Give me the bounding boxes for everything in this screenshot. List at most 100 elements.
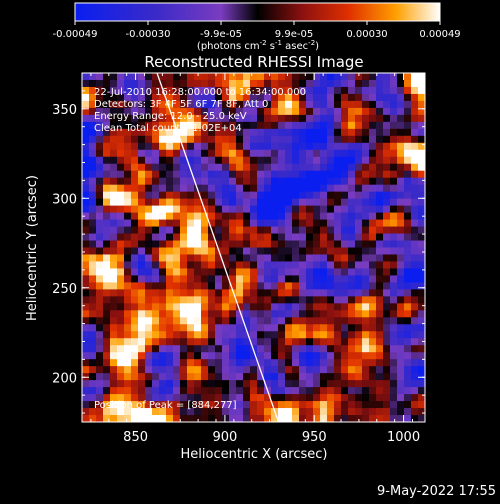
heatmap-cell <box>264 184 272 193</box>
heatmap-cell <box>89 128 97 137</box>
heatmap-cell <box>173 268 181 277</box>
heatmap-cell <box>117 338 125 346</box>
heatmap-cell <box>362 100 370 109</box>
heatmap-cell <box>117 296 125 304</box>
heatmap-cell <box>271 135 279 144</box>
heatmap-cell <box>131 233 139 242</box>
colorbar-tick-label: -9.9e-05 <box>200 29 242 40</box>
heatmap-cell <box>278 170 286 179</box>
heatmap-cell <box>229 79 237 88</box>
heatmap-cell <box>376 331 384 339</box>
heatmap-cell <box>264 303 272 311</box>
heatmap-cell <box>187 345 195 353</box>
heatmap-cell <box>159 254 167 263</box>
heatmap-cell <box>285 121 293 130</box>
heatmap-cell <box>355 345 363 353</box>
heatmap-cell <box>327 268 335 277</box>
heatmap-cell <box>334 163 342 172</box>
heatmap-cell <box>201 128 209 137</box>
heatmap-cell <box>173 198 181 207</box>
heatmap-cell <box>320 324 328 332</box>
heatmap-cell <box>369 73 377 81</box>
heatmap-cell <box>229 296 237 304</box>
heatmap-cell <box>124 93 132 102</box>
heatmap-cell <box>257 79 265 88</box>
heatmap-cell <box>159 345 167 353</box>
heatmap-cell <box>236 177 244 186</box>
heatmap-cell <box>271 282 279 290</box>
heatmap-cell <box>187 86 195 95</box>
heatmap-cell <box>264 205 272 214</box>
heatmap-cell <box>187 198 195 207</box>
heatmap-cell <box>397 170 405 179</box>
heatmap-cell <box>180 373 188 381</box>
heatmap-cell <box>285 275 293 283</box>
heatmap-cell <box>278 401 286 409</box>
heatmap-cell <box>285 86 293 95</box>
heatmap-cell <box>131 275 139 283</box>
heatmap-cell <box>397 338 405 346</box>
heatmap-cell <box>110 149 118 158</box>
heatmap-cell <box>369 212 377 221</box>
heatmap-cell <box>236 317 244 325</box>
annotation-time: 22-Jul-2010 16:28:00.000 to 16:34:00.000 <box>94 87 306 98</box>
heatmap-cell <box>348 240 356 249</box>
heatmap-cell <box>138 387 146 395</box>
heatmap-cell <box>131 100 139 109</box>
heatmap-cell <box>236 184 244 193</box>
heatmap-cell <box>271 296 279 304</box>
heatmap-cell <box>299 163 307 172</box>
heatmap-cell <box>187 394 195 402</box>
heatmap-cell <box>264 401 272 409</box>
heatmap-cell <box>166 177 174 186</box>
heatmap-cell <box>96 338 104 346</box>
heatmap-cell <box>271 303 279 311</box>
heatmap-cell <box>313 345 321 353</box>
heatmap-cell <box>327 233 335 242</box>
heatmap-cell <box>257 338 265 346</box>
heatmap-cell <box>159 310 167 318</box>
heatmap-cell <box>215 121 223 130</box>
heatmap-cell <box>376 121 384 130</box>
heatmap-cell <box>390 156 398 165</box>
heatmap-cell <box>173 240 181 249</box>
heatmap-cell <box>299 289 307 297</box>
heatmap-cell <box>257 205 265 214</box>
heatmap-cell <box>383 219 391 228</box>
heatmap-cell <box>390 352 398 360</box>
heatmap-cell <box>348 345 356 353</box>
heatmap-cell <box>166 275 174 283</box>
heatmap-cell <box>397 86 405 95</box>
y-tick-label: 350 <box>52 103 77 118</box>
heatmap-cell <box>173 324 181 332</box>
heatmap-cell <box>124 359 132 367</box>
heatmap-cell <box>418 366 425 374</box>
heatmap-cell <box>236 387 244 395</box>
heatmap-cell <box>313 282 321 290</box>
heatmap-cell <box>173 282 181 290</box>
heatmap-cell <box>285 233 293 242</box>
heatmap-cell <box>236 373 244 381</box>
heatmap-cell <box>152 352 160 360</box>
heatmap-cell <box>89 114 97 123</box>
heatmap-cell <box>187 79 195 88</box>
heatmap-cell <box>397 373 405 381</box>
heatmap-cell <box>397 184 405 193</box>
heatmap-cell <box>215 163 223 172</box>
heatmap-cell <box>306 156 314 165</box>
heatmap-cell <box>110 296 118 304</box>
heatmap-cell <box>376 282 384 290</box>
heatmap-cell <box>173 233 181 242</box>
heatmap-cell <box>145 394 153 402</box>
heatmap-cell <box>334 338 342 346</box>
heatmap-cell <box>362 86 370 95</box>
heatmap-cell <box>397 408 405 416</box>
heatmap-cell <box>215 93 223 102</box>
heatmap-cell <box>201 254 209 263</box>
heatmap-cell <box>390 226 398 235</box>
heatmap-cell <box>103 401 111 409</box>
heatmap-cell <box>376 338 384 346</box>
heatmap-cell <box>173 338 181 346</box>
heatmap-cell <box>285 191 293 200</box>
heatmap-cell <box>166 366 174 374</box>
